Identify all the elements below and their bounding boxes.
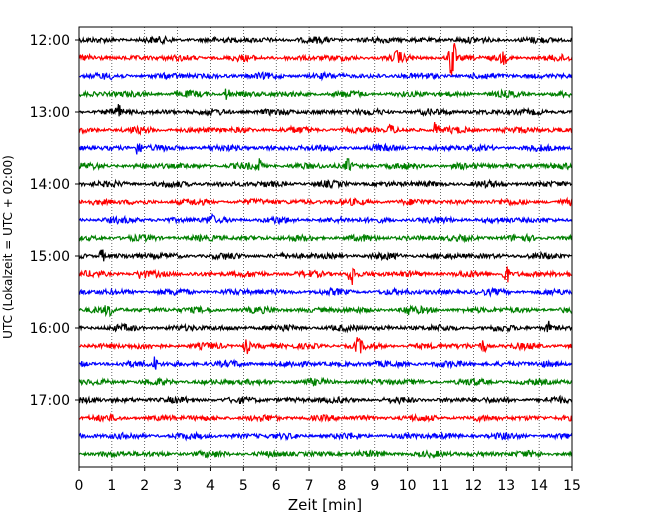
x-tick-label: 15 — [563, 478, 581, 494]
x-tick-label: 4 — [206, 478, 215, 494]
x-tick-label: 8 — [337, 478, 346, 494]
seismogram-trace-1600 — [78, 320, 573, 334]
trace-layer — [78, 35, 573, 459]
y-tick-label: 15:00 — [30, 249, 70, 265]
y-tick-label: 13:00 — [30, 105, 70, 121]
seismogram-trace-1300 — [78, 104, 573, 118]
x-tick-label: 1 — [107, 478, 116, 494]
seismogram-trace-1215 — [78, 43, 573, 76]
y-tick-label: 12:00 — [30, 33, 70, 49]
seismogram-trace-1430 — [78, 212, 573, 226]
x-tick-label: 6 — [272, 478, 281, 494]
seismogram-trace-1730 — [78, 430, 573, 442]
seismogram-trace-1715 — [79, 412, 573, 424]
x-tick-label: 2 — [140, 478, 149, 494]
seismogram-trace-1400 — [78, 178, 573, 190]
seismogram-trace-1445 — [78, 232, 573, 244]
seismogram-trace-1615 — [78, 337, 573, 355]
x-tick-label: 13 — [497, 478, 515, 494]
y-tick-label: 14:00 — [30, 177, 70, 193]
y-tick-label: 16:00 — [30, 321, 70, 337]
seismogram-trace-1500 — [78, 249, 573, 262]
seismogram-trace-1330 — [78, 142, 573, 155]
seismogram-trace-1515 — [78, 266, 573, 286]
seismogram-trace-1245 — [78, 88, 573, 100]
x-tick-label: 10 — [399, 478, 417, 494]
seismogram-trace-1645 — [78, 376, 573, 387]
x-tick-label: 5 — [239, 478, 248, 494]
y-axis-label: UTC (Lokalzeit = UTC + 02:00) — [1, 155, 15, 339]
vertical-grid — [111, 27, 540, 467]
seismogram-trace-1630 — [78, 356, 573, 370]
x-tick-label: 9 — [370, 478, 379, 494]
y-tick-label: 17:00 — [30, 393, 70, 409]
seismogram-trace-1200 — [78, 35, 573, 46]
seismogram-trace-1530 — [78, 286, 573, 298]
seismogram-trace-1545 — [79, 304, 573, 318]
seismogram-trace-1315 — [78, 122, 573, 136]
x-tick-label: 14 — [530, 478, 548, 494]
x-tick-label: 7 — [305, 478, 314, 494]
x-tick-label: 11 — [432, 478, 450, 494]
seismogram-trace-1700 — [78, 394, 573, 406]
x-axis-label: Zeit [min] — [288, 496, 362, 514]
plot-frame — [78, 26, 573, 468]
seismogram-trace-1345 — [78, 158, 573, 172]
x-tick-label: 0 — [75, 478, 84, 494]
seismogram-trace-1230 — [78, 70, 573, 82]
seismogram-trace-1415 — [78, 196, 573, 207]
y-axis: 12:00 13:00 14:00 15:00 16:00 17:00 — [30, 33, 79, 409]
x-tick-label: 12 — [464, 478, 482, 494]
x-axis: 0 1 2 3 4 5 6 7 8 9 10 11 12 13 14 15 — [75, 467, 581, 494]
x-tick-label: 3 — [173, 478, 182, 494]
seismogram-trace-1745 — [78, 448, 573, 459]
